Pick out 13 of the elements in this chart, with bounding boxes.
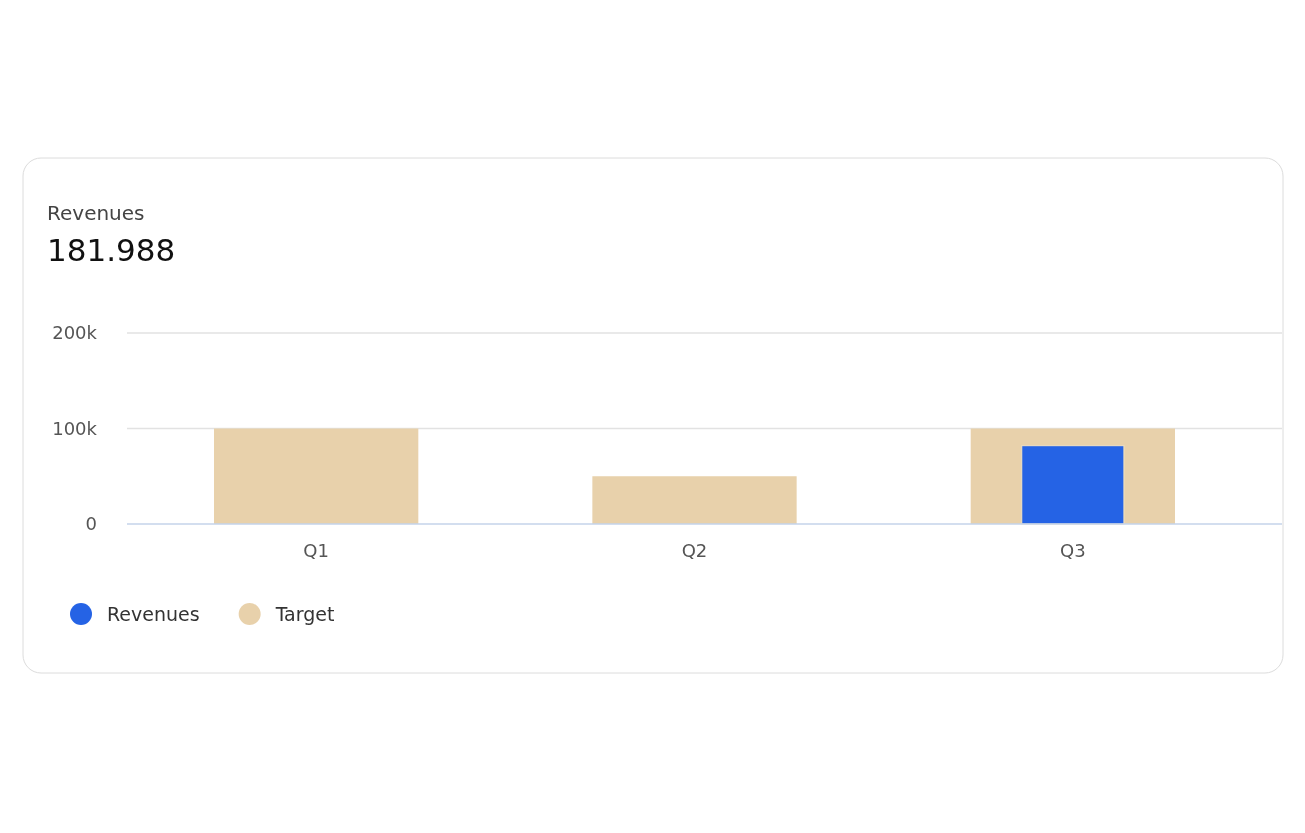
legend-label: Target [274,603,335,625]
y-tick-label: 0 [85,513,97,535]
bar [592,476,797,524]
y-tick-label: 200k [52,322,98,344]
legend-label: Revenues [107,603,200,625]
y-tick-label: 100k [52,417,98,439]
chart-title: Revenues [47,201,145,225]
chart-subtitle: 181.988 [47,232,176,268]
bar [214,428,419,524]
x-tick-label: Q2 [681,539,708,561]
x-tick-label: Q1 [303,539,329,561]
x-tick-label: Q3 [1060,539,1086,561]
bar [1021,445,1125,525]
